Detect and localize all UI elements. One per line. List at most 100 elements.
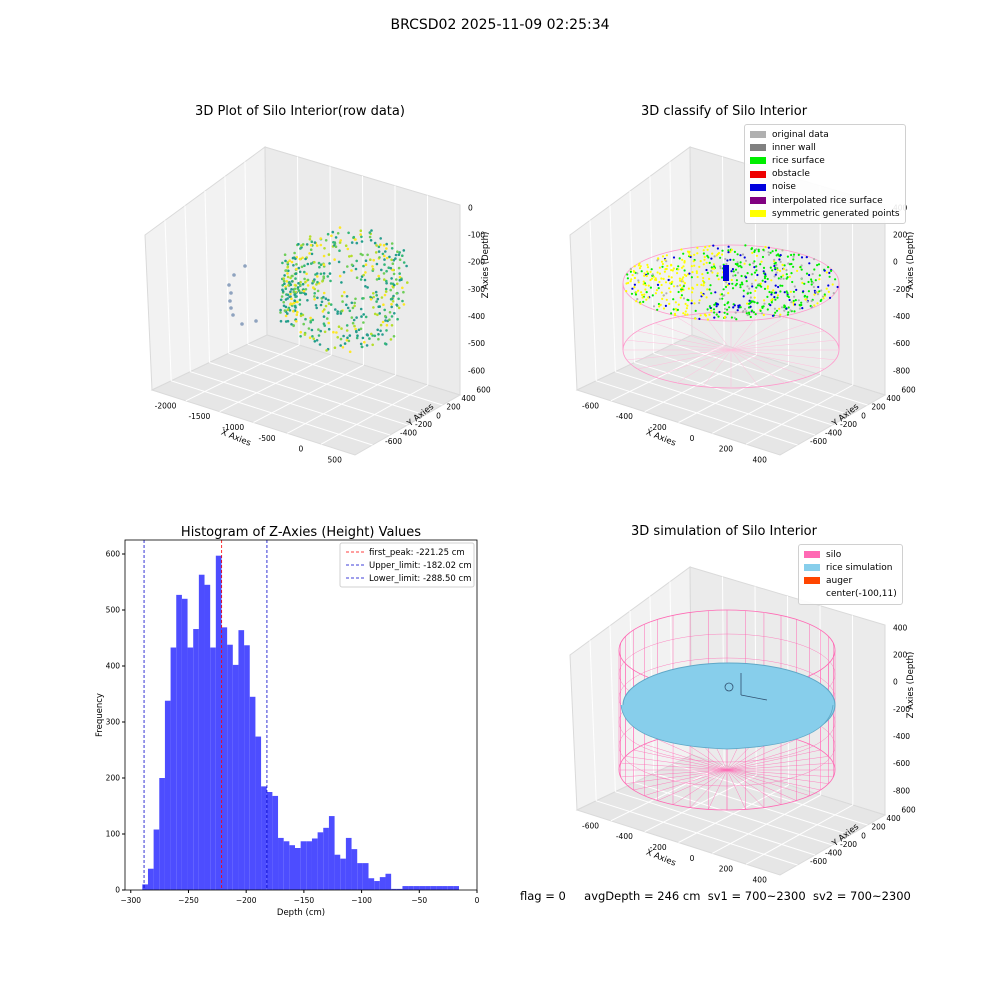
- panel2-ztick: 0: [893, 258, 898, 267]
- panel2-point: [779, 313, 782, 316]
- panel2-xtick: -600: [582, 401, 599, 410]
- panel1-point: [301, 256, 304, 260]
- panel2-point: [682, 276, 685, 279]
- panel2-point: [696, 283, 699, 286]
- panel2-point: [663, 270, 666, 273]
- panel1-point: [332, 330, 335, 334]
- histogram-xlabel: Depth (cm): [277, 908, 325, 918]
- histogram-bar: [340, 858, 346, 890]
- histogram-xtick-label: −250: [178, 896, 199, 905]
- panel1-point: [385, 247, 388, 250]
- panel2-point: [670, 263, 673, 266]
- panel1-point: [382, 272, 386, 275]
- panel2-point: [785, 273, 788, 276]
- panel1-point: [388, 311, 392, 314]
- panel1-point: [313, 278, 316, 281]
- panel1-point: [288, 259, 291, 262]
- panel2-point: [741, 253, 745, 256]
- panel1-point: [354, 327, 357, 331]
- panel2-point: [633, 265, 636, 268]
- sv1-text: sv1 = 700~2300: [707, 889, 806, 903]
- panel1-point: [390, 302, 393, 306]
- panel1-point: [279, 308, 282, 312]
- panel4-silo-floor-spoke: [726, 769, 821, 791]
- panel1-outlier-point: [231, 313, 235, 317]
- panel1-point: [308, 252, 311, 255]
- panel1-point: [334, 245, 338, 248]
- panel2-ytick: -400: [825, 428, 842, 437]
- panel2-point: [774, 266, 777, 269]
- panel2-point: [746, 313, 749, 317]
- histogram-ytick-label: 400: [106, 662, 121, 671]
- panel2-point: [664, 304, 667, 307]
- panel2-point: [828, 275, 831, 278]
- panel1-point: [286, 265, 290, 268]
- panel1-point-cloud: [227, 226, 409, 354]
- panel2-point: [688, 272, 691, 275]
- histogram-legend-label: Lower_limit: -288.50 cm: [369, 574, 471, 584]
- panel1-point: [392, 283, 396, 287]
- panel1-point: [354, 297, 357, 301]
- panel1-point: [308, 237, 312, 241]
- histogram-bar: [164, 700, 171, 890]
- panel1-point: [292, 264, 295, 267]
- panel2-point: [706, 288, 709, 291]
- panel2-point: [740, 281, 743, 284]
- panel1-point: [355, 329, 358, 333]
- panel2-point: [716, 303, 719, 306]
- panel2-point: [667, 275, 670, 278]
- panel2-silo-floor-spoke: [730, 313, 760, 351]
- histogram-bar: [170, 647, 177, 890]
- panel1-point: [322, 254, 326, 258]
- panel1-point: [292, 256, 296, 259]
- panel2-point: [660, 260, 664, 263]
- panel1-point: [344, 244, 348, 247]
- panel2-point: [656, 283, 660, 286]
- panel2-point: [629, 267, 632, 270]
- panel1-point: [360, 315, 363, 318]
- panel2-point: [706, 248, 709, 251]
- panel1-point: [323, 324, 326, 327]
- panel1-point: [373, 312, 377, 316]
- panel2-point: [827, 290, 830, 293]
- panel1-point: [306, 262, 310, 266]
- panel2-point: [686, 304, 689, 307]
- panel1-ytick: 200: [446, 403, 461, 412]
- panel2-point: [759, 309, 762, 312]
- panel1-point: [308, 235, 312, 238]
- panel2-point: [633, 276, 636, 280]
- panel2-point: [699, 314, 702, 317]
- panel2-point: [776, 268, 779, 272]
- panel2-point: [739, 286, 742, 289]
- panel2-point: [693, 253, 696, 256]
- panel1-point: [333, 346, 337, 349]
- panel1-3d-plot: -2000-1500-1000-50005006004002000-200-40…: [144, 146, 491, 465]
- panel1-point: [314, 273, 317, 276]
- panel2-ytick: 200: [871, 403, 886, 412]
- panel2-point: [688, 254, 691, 257]
- histogram-bar: [159, 778, 165, 890]
- panel2-point: [737, 304, 740, 307]
- panel1-point: [402, 249, 406, 252]
- histogram-bar: [430, 886, 437, 890]
- histogram-bar: [345, 837, 352, 890]
- panel2-point: [792, 255, 795, 258]
- panel1-xtick: 0: [298, 445, 303, 454]
- panel2-point: [770, 301, 773, 304]
- panel2-point: [779, 277, 782, 280]
- panel2-point: [753, 271, 757, 274]
- panel2-point: [682, 252, 685, 255]
- panel1-point: [360, 240, 364, 243]
- panel2-point: [807, 290, 810, 293]
- panel1-gridline: [184, 205, 191, 372]
- panel1-point: [382, 303, 385, 306]
- panel1-point: [378, 312, 381, 315]
- panel2-point: [723, 303, 726, 306]
- panel1-point: [388, 318, 391, 321]
- panel1-point: [397, 253, 401, 256]
- panel1-point: [359, 278, 363, 281]
- panel1-point: [339, 239, 342, 242]
- panel4-silo-floor-spoke: [644, 769, 728, 796]
- panel2-legend-swatch: [750, 131, 766, 139]
- panel2-point: [762, 248, 765, 251]
